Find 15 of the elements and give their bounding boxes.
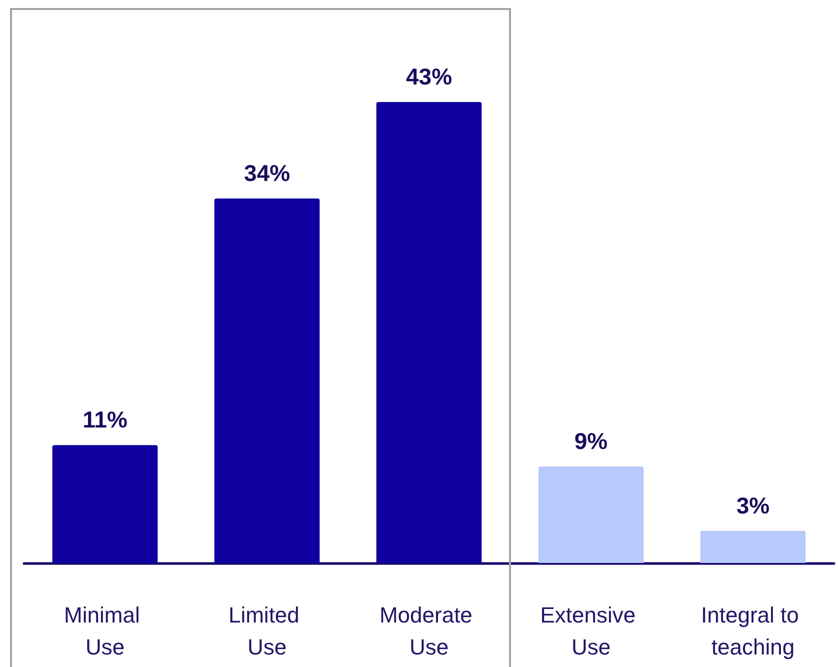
data-label: 11% — [82, 406, 128, 433]
bar — [700, 530, 806, 563]
data-label: 9% — [574, 428, 608, 454]
x-tick-label: Extensive Use — [540, 602, 642, 660]
bar — [52, 445, 158, 563]
x-tick-label: Minimal Use — [64, 602, 146, 660]
bar — [376, 102, 482, 563]
data-label: 43% — [406, 64, 452, 90]
data-label: 34% — [244, 160, 290, 186]
x-tick-label: Integral to teaching — [701, 602, 805, 660]
x-tick-label: Limited Use — [228, 602, 306, 660]
data-label: 3% — [736, 492, 770, 518]
bar — [214, 198, 320, 563]
bar — [538, 466, 644, 563]
x-tick-label: Moderate Use — [379, 602, 479, 660]
